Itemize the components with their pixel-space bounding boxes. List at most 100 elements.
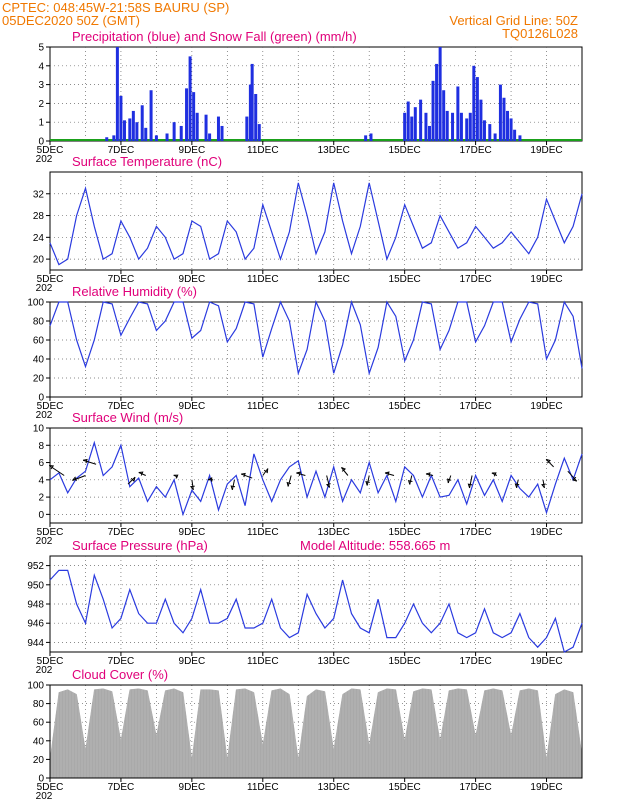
- wind-arrow: [296, 472, 306, 476]
- precip-bar: [165, 133, 169, 141]
- x-tick-label: 7DEC: [108, 145, 135, 156]
- precip-bar: [369, 133, 373, 141]
- y-tick-label: 3: [38, 80, 44, 91]
- y-tick-label: 2: [38, 99, 44, 110]
- x-tick-label: 13DEC: [318, 527, 350, 538]
- header-location: CPTEC: 048:45W-21:58S BAURU (SP): [2, 0, 229, 15]
- wind-arrow: [191, 479, 194, 490]
- precip-bar: [179, 125, 183, 141]
- x-tick-label: 5DEC: [37, 782, 64, 793]
- precip-bar: [479, 99, 483, 141]
- cloud-cover-area: [49, 688, 583, 779]
- x-tick-label: 5DEC: [37, 527, 64, 538]
- wind-series-line: [49, 440, 583, 517]
- y-tick-label: 0: [38, 393, 44, 404]
- wind-arrow: [366, 475, 370, 486]
- wind-arrow-head: [241, 472, 246, 478]
- precip-bar: [475, 77, 479, 141]
- y-tick-label: 0: [38, 510, 44, 521]
- x-tick-label: 17DEC: [459, 527, 491, 538]
- precip-bar: [413, 107, 417, 141]
- x-tick-label: 5DEC: [37, 274, 64, 285]
- precip-bar: [472, 65, 476, 141]
- precip-bar: [144, 127, 148, 141]
- precip-bar: [192, 92, 196, 141]
- x-tick-label: 5DEC: [37, 145, 64, 156]
- y-tick-label: 20: [33, 374, 45, 385]
- precip-bar: [195, 112, 199, 141]
- precip-bar: [465, 118, 469, 141]
- x-tick-label: 17DEC: [459, 782, 491, 793]
- x-tick-label: 13DEC: [318, 274, 350, 285]
- wind-arrow: [326, 475, 331, 488]
- panel-rh: 0 20 40 60 80 100 5DEC 7DEC 9DEC 11DEC 13DEC 15DEC 1…: [27, 284, 583, 421]
- panel-title: Relative Humidity (%): [72, 284, 197, 299]
- x-tick-label: 15DEC: [389, 782, 421, 793]
- y-tick-label: 10: [33, 424, 45, 435]
- precip-bar: [424, 112, 428, 141]
- plot-frame: [49, 301, 583, 398]
- precip-bar: [119, 95, 123, 141]
- y-tick-label: 100: [27, 298, 44, 309]
- y-tick-label: 60: [33, 336, 45, 347]
- precip-bar: [185, 88, 189, 141]
- x-tick-label: 15DEC: [389, 527, 421, 538]
- precip-bar: [112, 135, 116, 141]
- temp-series-line: [49, 182, 583, 266]
- x-year-label: 202: [36, 410, 53, 421]
- wind-arrow-head: [325, 483, 331, 488]
- wind-arrow-head: [341, 467, 347, 472]
- precip-bar: [135, 122, 139, 141]
- panel-title: Surface Pressure (hPa): [72, 538, 208, 553]
- x-tick-label: 11DEC: [247, 401, 279, 412]
- wind-arrow-head: [572, 476, 577, 482]
- panel-precip: 0 1 2 3 4 5 5DEC 7DEC 9DEC 11DEC 13DEC 15DEC 17DEC 19…: [36, 29, 583, 165]
- wind-arrow: [516, 479, 519, 488]
- x-tick-label: 11DEC: [247, 274, 279, 285]
- precip-bar: [364, 135, 368, 141]
- precip-bar: [456, 86, 460, 141]
- wind-arrow-head: [49, 465, 55, 470]
- panel-title: Surface Temperature (nC): [72, 154, 222, 169]
- wind-arrow: [384, 472, 395, 476]
- wind-arrow-head: [189, 485, 195, 491]
- precip-bar: [250, 63, 254, 141]
- precip-bar: [248, 84, 252, 141]
- y-tick-label: 950: [27, 580, 44, 591]
- precip-bar: [140, 105, 144, 141]
- panel-subtitle: Model Altitude: 558.665 m: [300, 538, 450, 553]
- precip-bar: [506, 110, 510, 141]
- x-year-label: 202: [36, 154, 53, 165]
- y-tick-label: 32: [33, 189, 45, 200]
- wind-arrow: [341, 467, 349, 476]
- y-tick-label: 948: [27, 600, 44, 611]
- plot-frame-overlay: [49, 684, 583, 779]
- y-tick-label: 1: [38, 118, 44, 129]
- wind-arrow: [127, 476, 136, 485]
- x-tick-label: 13DEC: [318, 656, 350, 667]
- panel-pres: 944 946 948 950 952 5DEC 7DEC 9DEC 11DEC 13DEC 15D…: [27, 538, 583, 676]
- wind-arrow-head: [541, 483, 546, 489]
- x-tick-label: 13DEC: [318, 782, 350, 793]
- precip-bar: [204, 114, 208, 141]
- x-tick-label: 17DEC: [459, 401, 491, 412]
- x-year-label: 202: [36, 536, 53, 547]
- x-tick-label: 19DEC: [530, 527, 562, 538]
- y-tick-label: 0: [38, 137, 44, 148]
- x-tick-label: 11DEC: [247, 527, 279, 538]
- y-tick-label: 946: [27, 619, 44, 630]
- precip-bar: [131, 110, 135, 141]
- precip-bar: [442, 90, 446, 141]
- panel-temp: 20 24 28 32 5DEC 7DEC 9DEC 11DEC 13DEC 15DEC 17DEC…: [33, 154, 583, 294]
- x-tick-label: 17DEC: [459, 656, 491, 667]
- header-grid-note: Vertical Grid Line: 50Z: [449, 13, 578, 28]
- x-year-label: 202: [36, 665, 53, 676]
- y-tick-label: 4: [38, 61, 44, 72]
- x-tick-label: 19DEC: [530, 656, 562, 667]
- rh-series-line: [49, 299, 583, 376]
- x-tick-label: 17DEC: [459, 274, 491, 285]
- x-year-label: 202: [36, 283, 53, 294]
- precip-bar: [488, 124, 492, 141]
- x-tick-label: 15DEC: [389, 145, 421, 156]
- precip-bar: [403, 112, 407, 141]
